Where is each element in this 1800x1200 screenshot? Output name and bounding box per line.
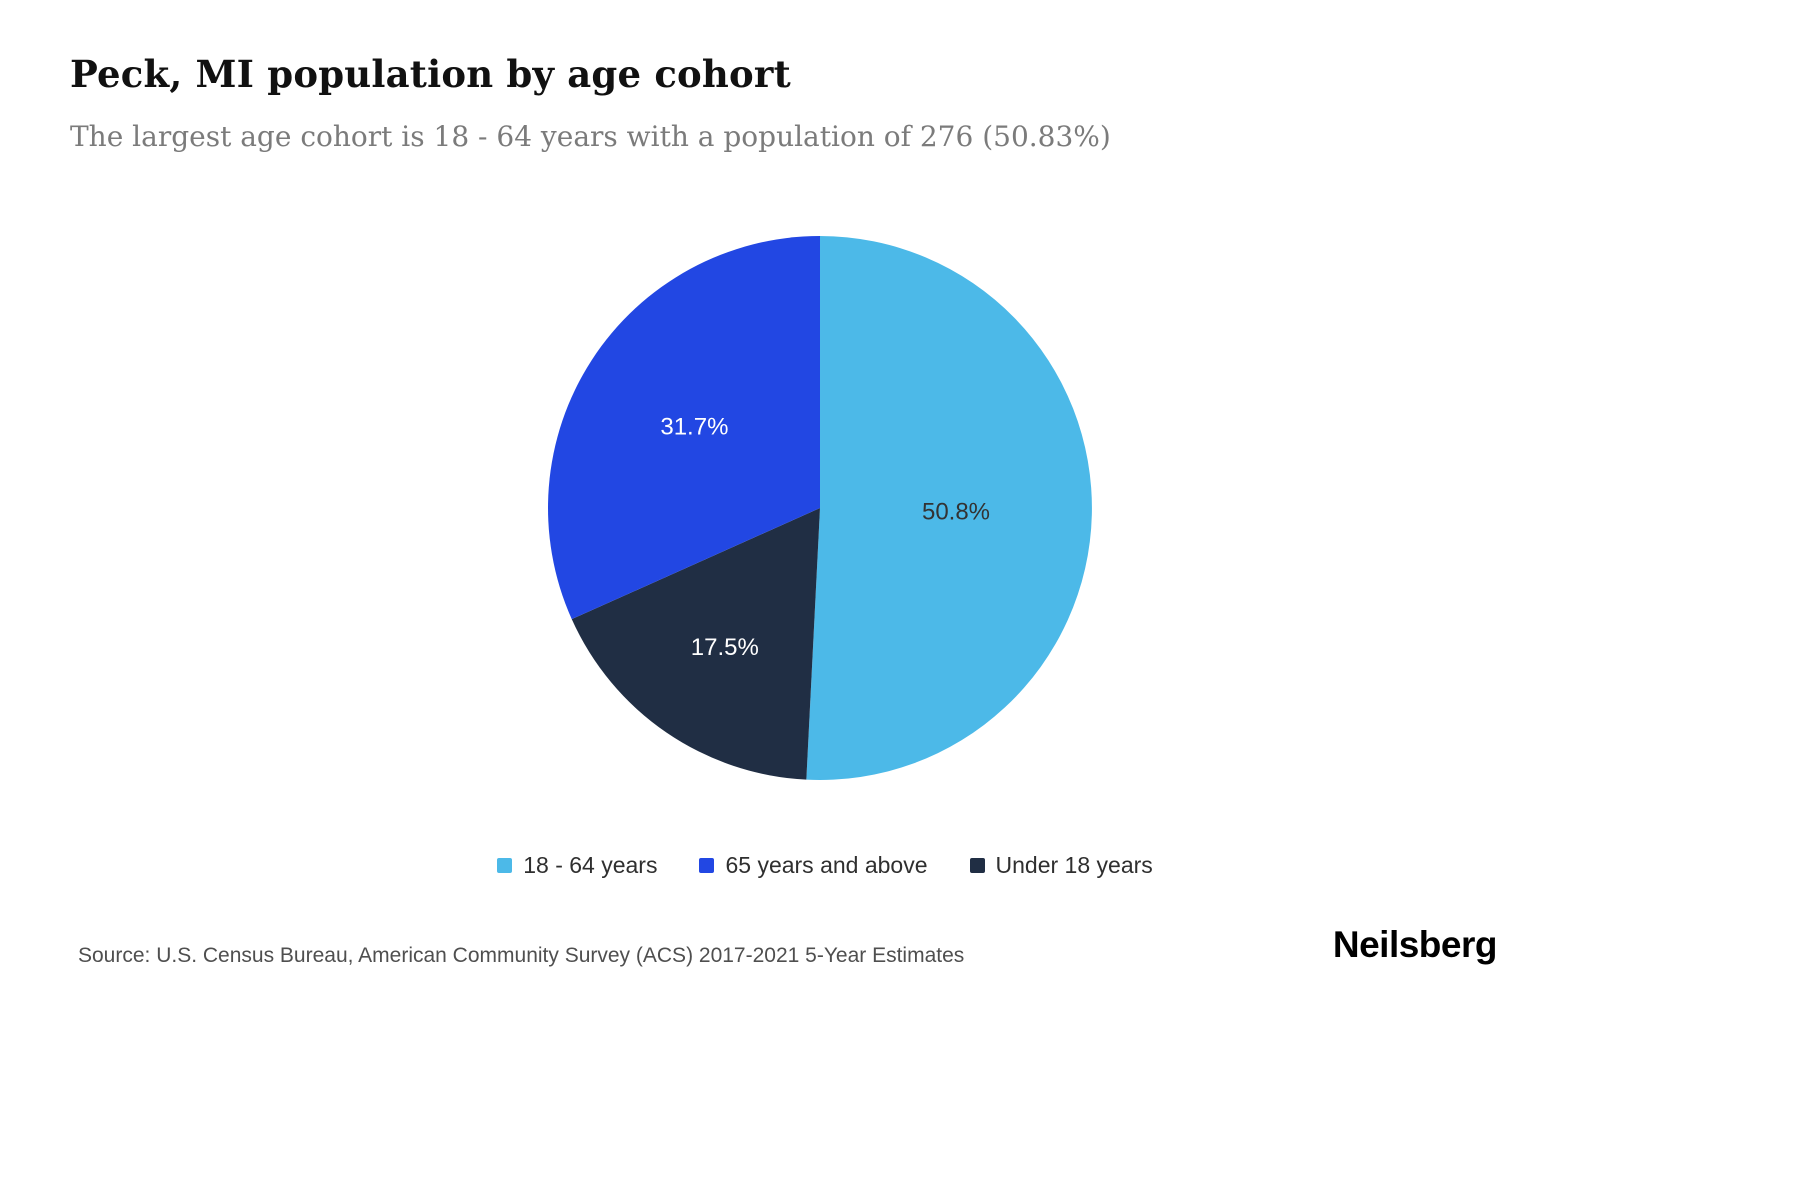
- pie-slice-label-under-18-years: 17.5%: [691, 634, 759, 661]
- page-title: Peck, MI population by age cohort: [70, 52, 791, 96]
- chart-subtitle: The largest age cohort is 18 - 64 years …: [70, 120, 1111, 153]
- pie-slice-18-64-years: [806, 236, 1092, 780]
- legend-item-under-18-years: Under 18 years: [969, 852, 1153, 879]
- pie-slice-label-65-years-and-above: 31.7%: [660, 414, 728, 441]
- legend-item-65-years-and-above: 65 years and above: [699, 852, 928, 879]
- pie-slice-label-18-64-years: 50.8%: [922, 498, 990, 525]
- legend-label: Under 18 years: [995, 852, 1153, 878]
- neilsberg-logo: Neilsberg: [1332, 924, 1498, 965]
- pie-chart-svg: 50.8% 17.5% 31.7%: [548, 236, 1092, 780]
- legend-swatch-65-years-and-above: [699, 858, 715, 873]
- pie-chart: 50.8% 17.5% 31.7%: [540, 228, 1100, 788]
- legend-label: 65 years and above: [725, 852, 928, 878]
- pie-slice-65-years-and-above: [548, 236, 820, 620]
- legend-item-18-64-years: 18 - 64 years: [497, 852, 657, 879]
- pie-slice-under-18-years: [571, 508, 820, 780]
- source-attribution: Source: U.S. Census Bureau, American Com…: [78, 944, 965, 967]
- legend: 18 - 64 years 65 years and above Under 1…: [0, 852, 1650, 879]
- legend-label: 18 - 64 years: [523, 852, 658, 878]
- legend-swatch-18-64-years: [497, 858, 513, 873]
- legend-swatch-under-18-years: [969, 858, 985, 873]
